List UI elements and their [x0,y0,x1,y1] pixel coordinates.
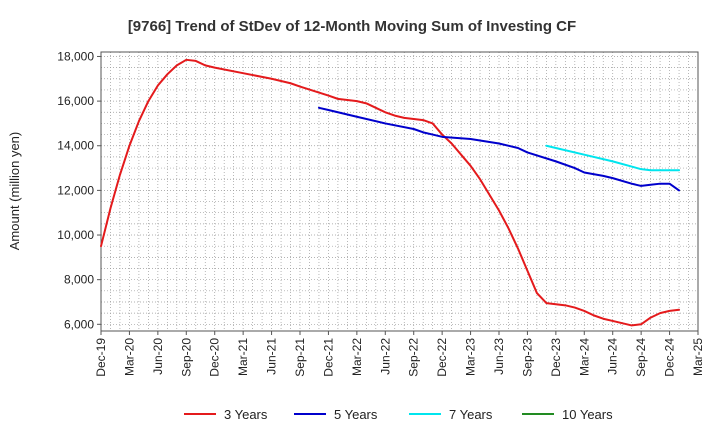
plot-area-border [100,51,699,332]
x-tick-label: Sep-24 [634,338,648,377]
series-lines [100,58,681,327]
y-tick-label: 10,000 [57,228,94,242]
x-tick-label: Jun-21 [265,338,279,375]
x-tick-label: Dec-19 [94,338,108,377]
x-tick-label: Mar-20 [122,338,136,376]
x-tick-label: Jun-23 [492,338,506,375]
x-tick-label: Sep-23 [520,338,534,377]
x-tick-label: Jun-24 [606,338,620,375]
x-tick-label: Dec-21 [321,338,335,377]
x-tick-label: Jun-20 [151,338,165,375]
legend-item: 7 Years [409,407,493,422]
chart-title: [9766] Trend of StDev of 12-Month Moving… [128,18,576,35]
x-tick-label: Sep-20 [179,338,193,377]
y-tick-label: 14,000 [57,139,94,153]
y-tick-label: 18,000 [57,49,94,63]
legend-item: 5 Years [294,407,378,422]
x-axis-ticks: Dec-19 Mar-20 Jun-20 Sep-20 Dec-20 Mar-21 Jun-… [94,331,705,377]
x-tick-label: Dec-22 [435,338,449,377]
x-tick-label: Mar-23 [464,338,478,376]
x-tick-label: Sep-22 [407,338,421,377]
legend-label: 7 Years [449,407,493,422]
legend-item: 3 Years [184,407,268,422]
x-tick-label: Jun-22 [378,338,392,375]
y-tick-label: 12,000 [57,183,94,197]
y-tick-label: 16,000 [57,94,94,108]
legend-label: 5 Years [334,407,378,422]
legend-item: 10 Years [522,407,613,422]
x-tick-label: Sep-21 [293,338,307,377]
grid [100,52,699,331]
x-tick-label: Mar-25 [691,338,705,376]
y-tick-label: 6,000 [64,317,94,331]
series-line-1 [100,58,681,327]
y-axis-label: Amount (million yen) [7,132,22,251]
x-tick-label: Dec-20 [208,338,222,377]
legend-label: 3 Years [224,407,268,422]
x-tick-label: Mar-22 [350,338,364,376]
series-line-3 [545,144,681,172]
x-tick-label: Dec-24 [663,338,677,377]
legend: 3 Years 5 Years 7 Years 10 Years [184,407,613,422]
y-tick-label: 8,000 [64,273,94,287]
series-line-2 [317,106,681,192]
legend-label: 10 Years [562,407,613,422]
x-tick-label: Mar-24 [577,338,591,376]
y-axis-ticks: 6,000 8,000 10,000 12,000 14,000 16,000 18,000 [57,49,101,331]
x-tick-label: Mar-21 [236,338,250,376]
x-tick-label: Dec-23 [549,338,563,377]
